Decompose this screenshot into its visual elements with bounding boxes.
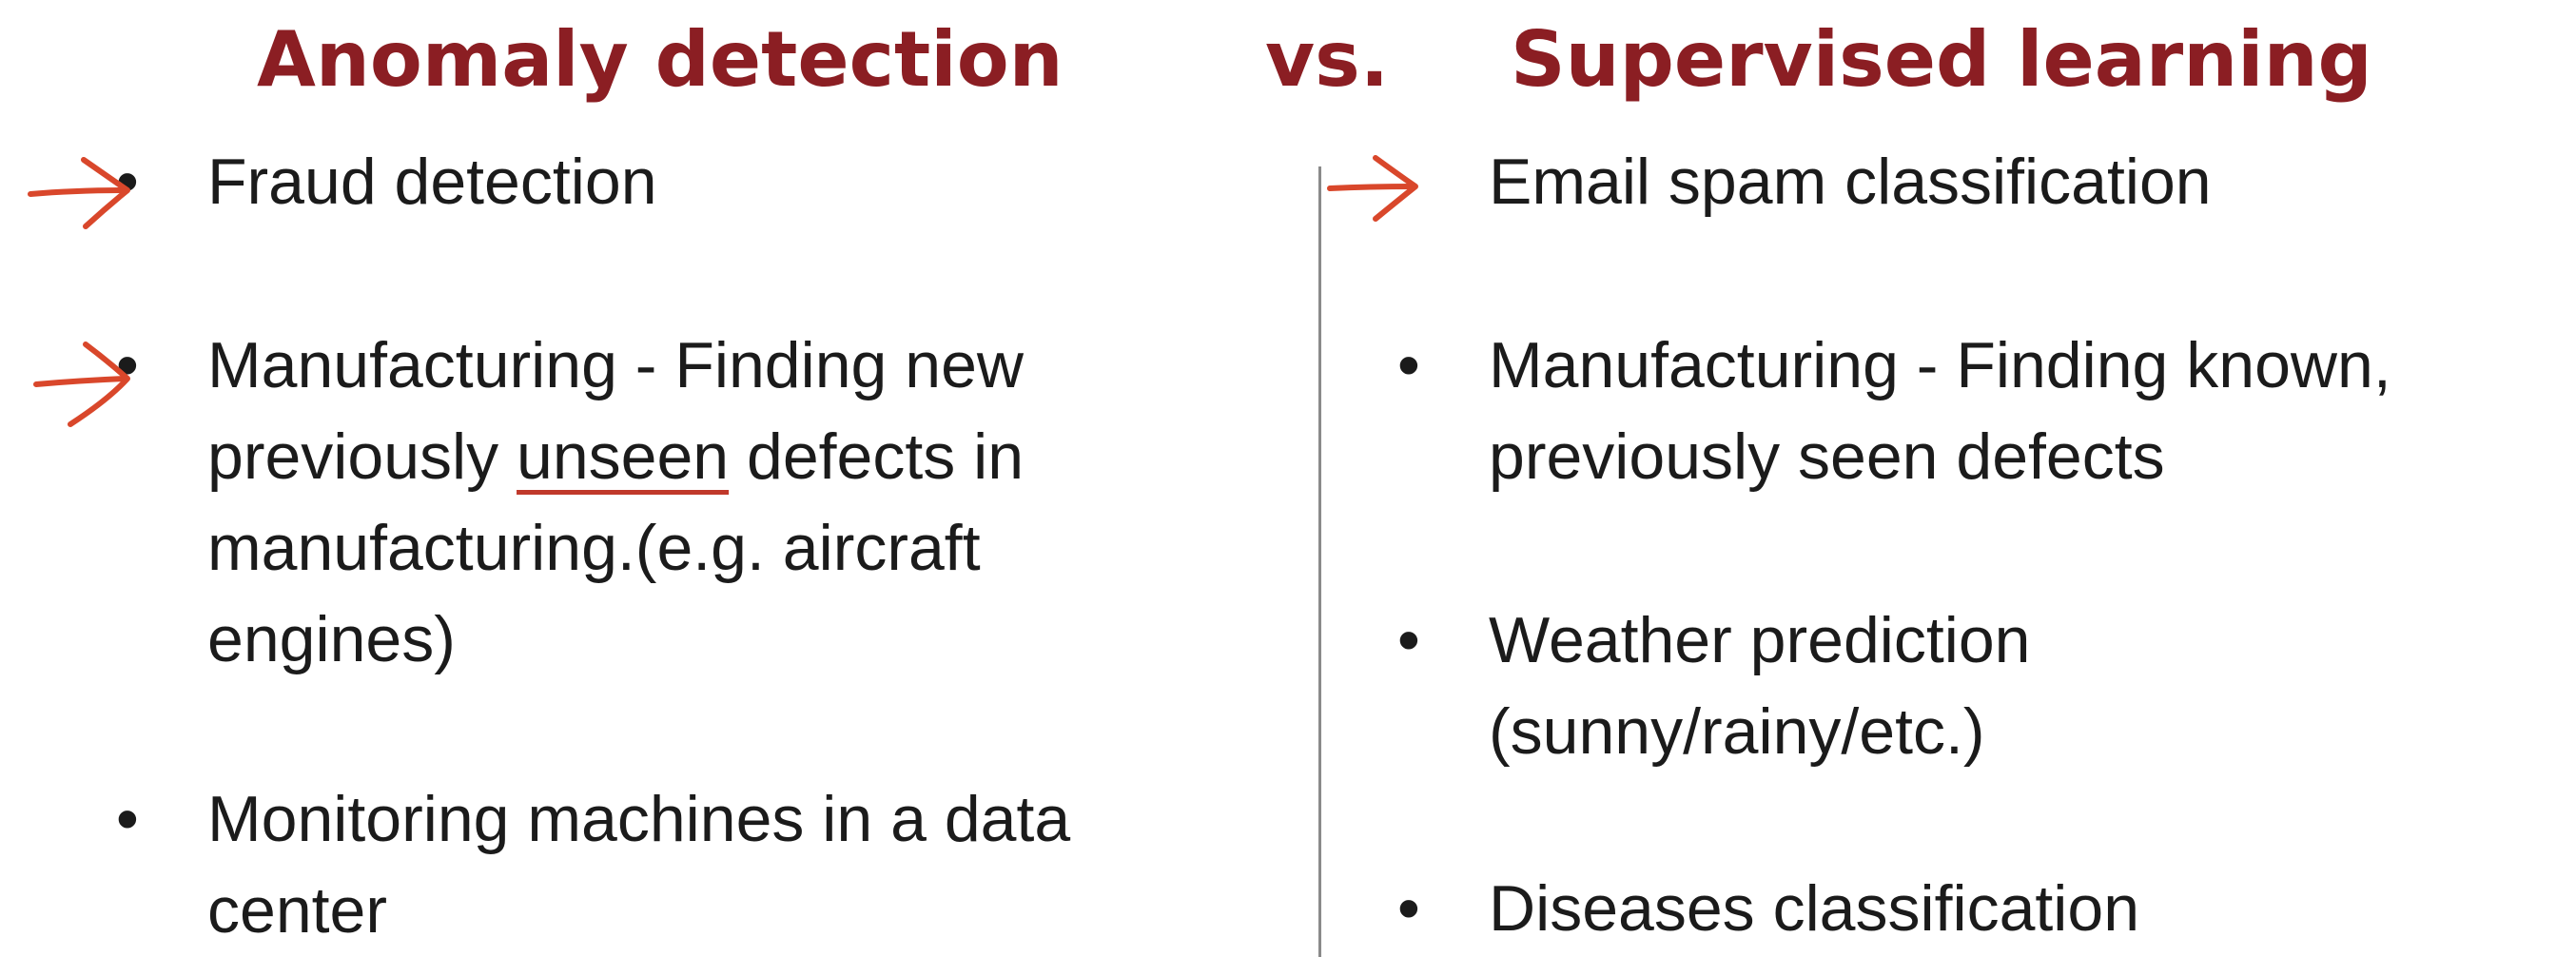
item-text-line-1: Weather prediction bbox=[1489, 604, 2031, 676]
item-text-line-1: Monitoring machines in a data bbox=[207, 783, 1071, 855]
bullet: • bbox=[116, 783, 139, 855]
item-text-line-2: previously unseen defects in bbox=[207, 411, 1024, 502]
item-text-fragment: previously bbox=[207, 420, 517, 493]
item-text-line-4: engines) bbox=[207, 603, 456, 675]
bullet: • bbox=[1397, 604, 1420, 676]
list-item-weather-prediction: • Weather prediction (sunny/rainy/etc.) bbox=[1397, 595, 2031, 777]
item-text-line-1: Manufacturing - Finding new bbox=[207, 329, 1025, 401]
list-item-manufacturing-unseen: • Manufacturing - Finding new previously… bbox=[116, 320, 1025, 685]
item-text: Fraud detection bbox=[207, 146, 657, 218]
underlined-word-unseen: unseen bbox=[517, 420, 730, 493]
title-supervised-learning: Supervised learning bbox=[1511, 15, 2372, 104]
title-anomaly-detection: Anomaly detection bbox=[257, 15, 1064, 104]
item-text-line-1: Manufacturing - Finding known, bbox=[1489, 329, 2391, 401]
item-text-line-2: (sunny/rainy/etc.) bbox=[1489, 695, 1985, 768]
bullet: • bbox=[1397, 872, 1420, 945]
item-text-line-2: previously seen defects bbox=[1489, 420, 2165, 493]
list-item-diseases-classification: • Diseases classification bbox=[1397, 863, 2140, 954]
arrow-icon bbox=[28, 157, 130, 229]
item-text: Diseases classification bbox=[1489, 872, 2140, 945]
column-divider bbox=[1318, 166, 1321, 957]
list-item-email-spam: Email spam classification bbox=[1489, 136, 2212, 227]
list-item-monitoring-machines: • Monitoring machines in a data center bbox=[116, 773, 1071, 956]
bullet: • bbox=[116, 146, 139, 218]
arrow-icon bbox=[1327, 155, 1418, 222]
item-text-line-2: center bbox=[207, 874, 387, 947]
item-text-line-3: manufacturing.(e.g. aircraft bbox=[207, 512, 981, 584]
item-text: Email spam classification bbox=[1489, 146, 2212, 218]
bullet: • bbox=[1397, 329, 1420, 401]
item-text-fragment: defects in bbox=[729, 420, 1025, 493]
list-item-fraud-detection: • Fraud detection bbox=[116, 136, 657, 227]
arrow-icon bbox=[33, 342, 130, 427]
title-vs: vs. bbox=[1265, 15, 1390, 104]
list-item-manufacturing-known: • Manufacturing - Finding known, previou… bbox=[1397, 320, 2391, 502]
